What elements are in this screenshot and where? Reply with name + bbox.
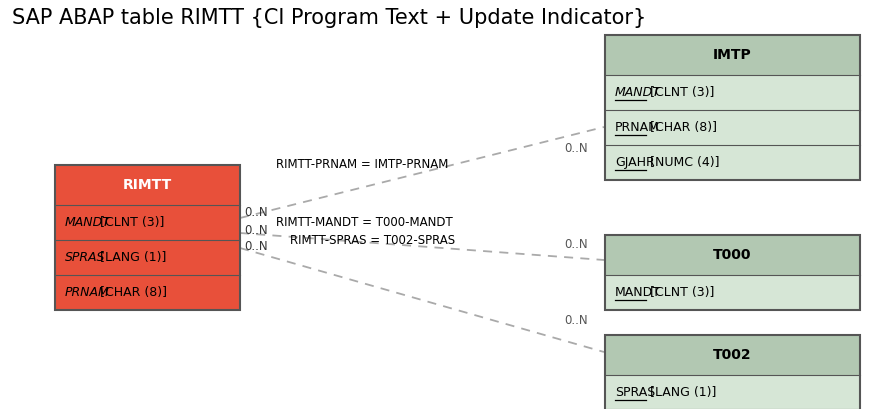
Bar	[605, 375, 860, 409]
Bar	[605, 75, 860, 110]
Text: 0..N: 0..N	[564, 314, 588, 326]
Text: IMTP: IMTP	[713, 48, 752, 62]
Text: [CLNT (3)]: [CLNT (3)]	[646, 286, 714, 299]
Text: GJAHR: GJAHR	[615, 156, 655, 169]
Bar	[605, 275, 860, 310]
Bar	[605, 35, 860, 75]
Text: PRNAM: PRNAM	[65, 286, 110, 299]
Text: 0..N: 0..N	[564, 142, 588, 155]
Bar	[55, 205, 240, 240]
Text: 0..N: 0..N	[244, 223, 267, 236]
Text: RIMTT-PRNAM = IMTP-PRNAM: RIMTT-PRNAM = IMTP-PRNAM	[276, 159, 449, 171]
Text: T000: T000	[713, 248, 751, 262]
Bar	[605, 235, 860, 275]
Bar	[55, 240, 240, 275]
Text: MANDT: MANDT	[65, 216, 111, 229]
Text: RIMTT-SPRAS = T002-SPRAS: RIMTT-SPRAS = T002-SPRAS	[290, 234, 455, 247]
Bar	[605, 110, 860, 145]
Text: MANDT: MANDT	[615, 286, 661, 299]
Text: 0..N: 0..N	[564, 238, 588, 252]
Bar	[55, 275, 240, 310]
Text: SAP ABAP table RIMTT {CI Program Text + Update Indicator}: SAP ABAP table RIMTT {CI Program Text + …	[12, 8, 646, 28]
Text: RIMTT: RIMTT	[123, 178, 172, 192]
Text: PRNAM: PRNAM	[615, 121, 660, 134]
Text: T002: T002	[713, 348, 752, 362]
Text: MANDT: MANDT	[615, 86, 661, 99]
Text: [CLNT (3)]: [CLNT (3)]	[646, 86, 714, 99]
Bar	[605, 335, 860, 409]
Bar	[605, 235, 860, 310]
Text: [CHAR (8)]: [CHAR (8)]	[646, 121, 717, 134]
Text: [NUMC (4)]: [NUMC (4)]	[646, 156, 720, 169]
Text: RIMTT-MANDT = T000-MANDT: RIMTT-MANDT = T000-MANDT	[276, 216, 453, 229]
Bar	[55, 165, 240, 310]
Bar	[605, 335, 860, 375]
Text: [LANG (1)]: [LANG (1)]	[96, 251, 166, 264]
Text: [CHAR (8)]: [CHAR (8)]	[96, 286, 167, 299]
Bar	[55, 165, 240, 205]
Bar	[605, 35, 860, 180]
Text: SPRAS: SPRAS	[615, 386, 655, 399]
Text: SPRAS: SPRAS	[65, 251, 105, 264]
Text: [CLNT (3)]: [CLNT (3)]	[96, 216, 165, 229]
Text: 0..N: 0..N	[244, 207, 267, 220]
Text: 0..N: 0..N	[244, 240, 267, 254]
Bar	[605, 145, 860, 180]
Text: [LANG (1)]: [LANG (1)]	[646, 386, 716, 399]
